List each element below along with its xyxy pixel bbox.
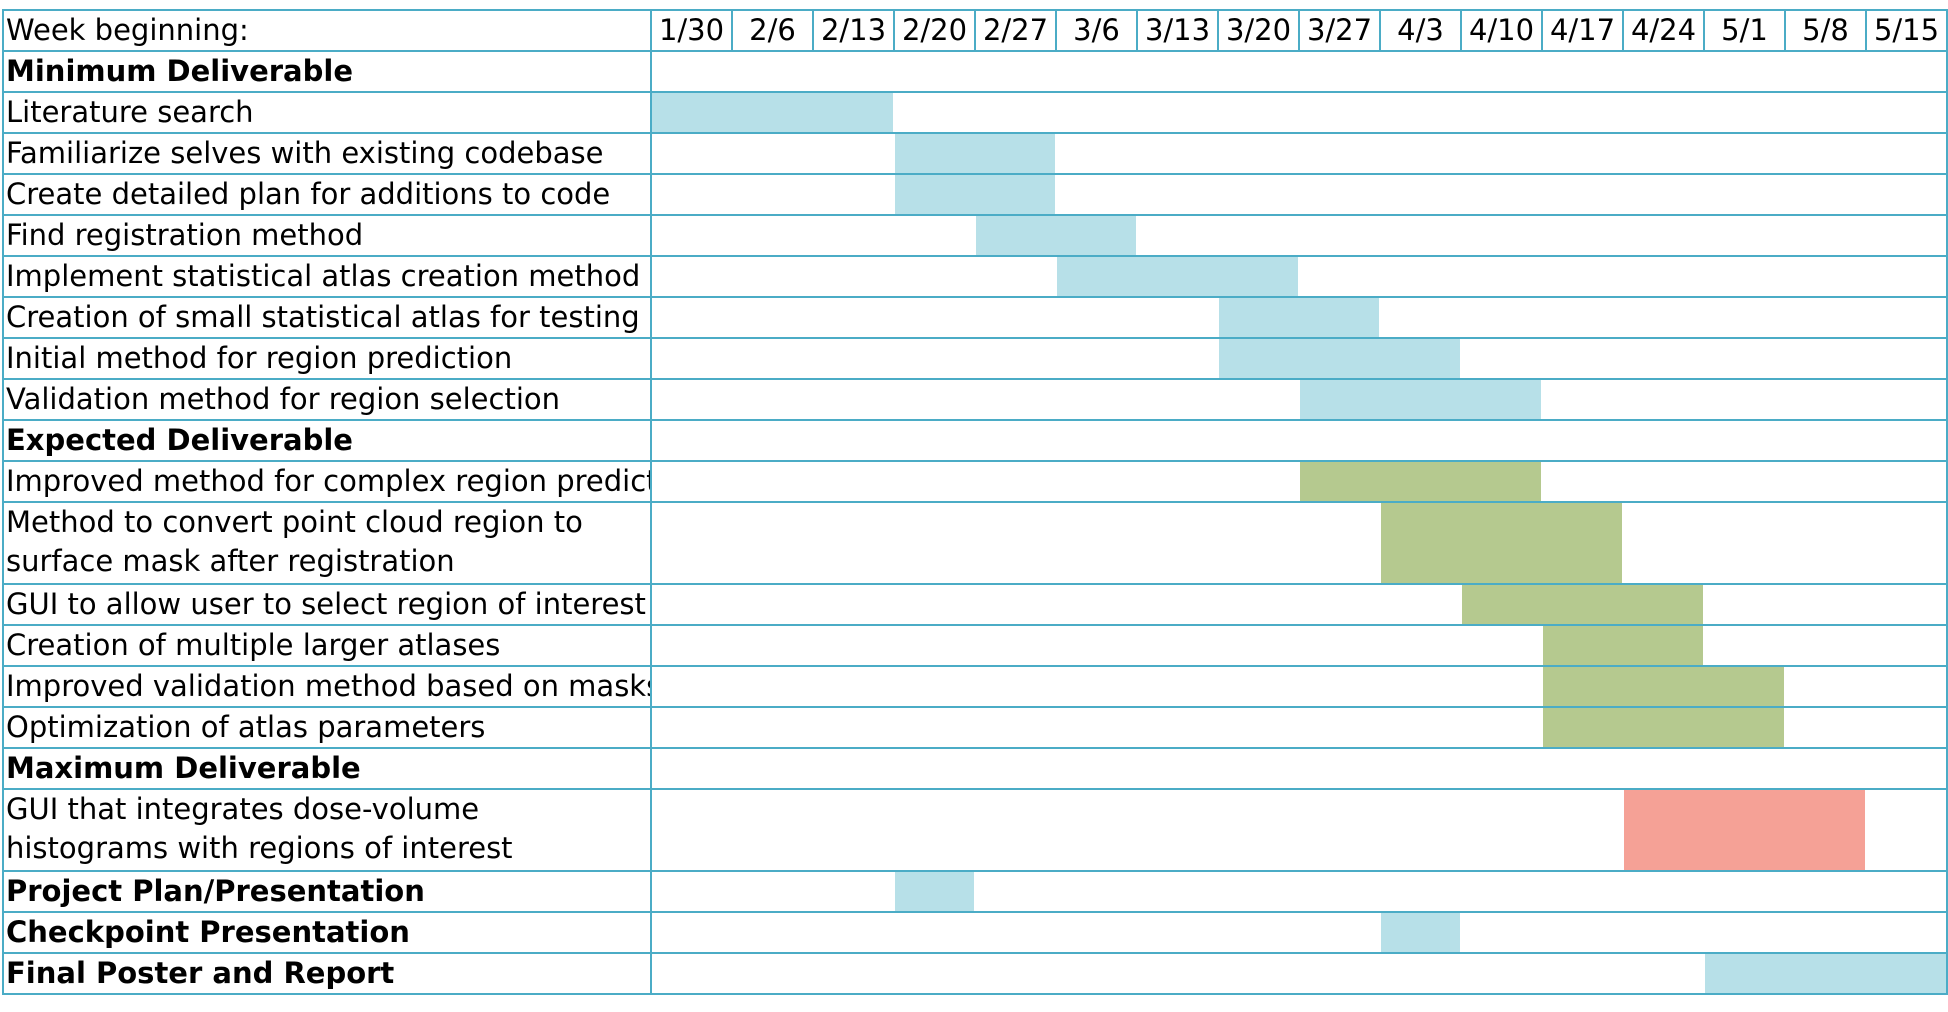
task-track <box>652 626 1948 667</box>
task-track <box>652 708 1948 749</box>
task-track <box>652 52 1948 93</box>
task-track <box>652 913 1948 954</box>
week-header: 2/6 <box>733 11 814 52</box>
task-track <box>652 503 1948 585</box>
task-track <box>652 749 1948 790</box>
task-label: Improved method for complex region predi… <box>4 462 652 503</box>
task-track <box>652 257 1948 298</box>
task-label: Initial method for region prediction <box>4 339 652 380</box>
section-label: Maximum Deliverable <box>4 749 652 790</box>
task-label: Method to convert point cloud region to … <box>4 503 652 585</box>
task-bar <box>976 216 1136 255</box>
task-bar <box>1543 626 1703 665</box>
task-label: Create detailed plan for additions to co… <box>4 175 652 216</box>
week-header: 3/27 <box>1300 11 1381 52</box>
task-track <box>652 462 1948 503</box>
week-header: 5/1 <box>1705 11 1786 52</box>
week-header: 2/27 <box>976 11 1057 52</box>
task-bar <box>1381 503 1622 583</box>
task-track <box>652 339 1948 380</box>
task-label: Improved validation method based on mask… <box>4 667 652 708</box>
week-header: 5/15 <box>1867 11 1948 52</box>
task-label: Optimization of atlas parameters <box>4 708 652 749</box>
week-header: 2/13 <box>814 11 895 52</box>
milestone-label: Project Plan/Presentation <box>4 872 652 913</box>
task-track <box>652 667 1948 708</box>
week-header: 2/20 <box>895 11 976 52</box>
section-label: Expected Deliverable <box>4 421 652 462</box>
task-label: GUI to allow user to select region of in… <box>4 585 652 626</box>
milestone-bar <box>895 872 974 911</box>
task-track <box>652 421 1948 462</box>
task-bar <box>1462 585 1703 624</box>
milestone-label: Final Poster and Report <box>4 954 652 995</box>
week-header: 3/13 <box>1138 11 1219 52</box>
task-track <box>652 134 1948 175</box>
week-header: 4/3 <box>1381 11 1462 52</box>
task-track <box>652 954 1948 995</box>
task-track <box>652 380 1948 421</box>
week-beginning-label: Week beginning: <box>4 11 652 52</box>
week-header: 4/24 <box>1624 11 1705 52</box>
week-header: 3/6 <box>1057 11 1138 52</box>
task-bar <box>1543 667 1784 706</box>
week-header: 4/10 <box>1462 11 1543 52</box>
task-bar <box>1219 339 1460 378</box>
task-bar <box>1624 790 1865 870</box>
task-bar <box>895 134 1055 173</box>
week-header: 3/20 <box>1219 11 1300 52</box>
task-label: GUI that integrates dose-volume histogra… <box>4 790 652 872</box>
task-bar <box>652 93 893 132</box>
task-label: Creation of multiple larger atlases <box>4 626 652 667</box>
week-header: 4/17 <box>1543 11 1624 52</box>
task-track <box>652 872 1948 913</box>
task-track <box>652 585 1948 626</box>
task-track <box>652 216 1948 257</box>
task-bar <box>895 175 1055 214</box>
milestone-bar <box>1705 954 1946 993</box>
task-bar <box>1219 298 1379 337</box>
task-bar <box>1543 708 1784 747</box>
task-track <box>652 175 1948 216</box>
task-label: Creation of small statistical atlas for … <box>4 298 652 339</box>
week-header: 5/8 <box>1786 11 1867 52</box>
task-label: Familiarize selves with existing codebas… <box>4 134 652 175</box>
task-label: Implement statistical atlas creation met… <box>4 257 652 298</box>
task-bar <box>1300 380 1541 419</box>
task-bar <box>1057 257 1298 296</box>
task-track <box>652 93 1948 134</box>
task-label: Find registration method <box>4 216 652 257</box>
task-track <box>652 298 1948 339</box>
task-track <box>652 790 1948 872</box>
task-label: Validation method for region selection <box>4 380 652 421</box>
milestone-bar <box>1381 913 1460 952</box>
week-header: 1/30 <box>652 11 733 52</box>
gantt-chart: Week beginning: 1/30 2/6 2/13 2/20 2/27 3/6 3/… <box>2 9 1948 995</box>
milestone-label: Checkpoint Presentation <box>4 913 652 954</box>
section-label: Minimum Deliverable <box>4 52 652 93</box>
task-bar <box>1300 462 1541 501</box>
task-label: Literature search <box>4 93 652 134</box>
